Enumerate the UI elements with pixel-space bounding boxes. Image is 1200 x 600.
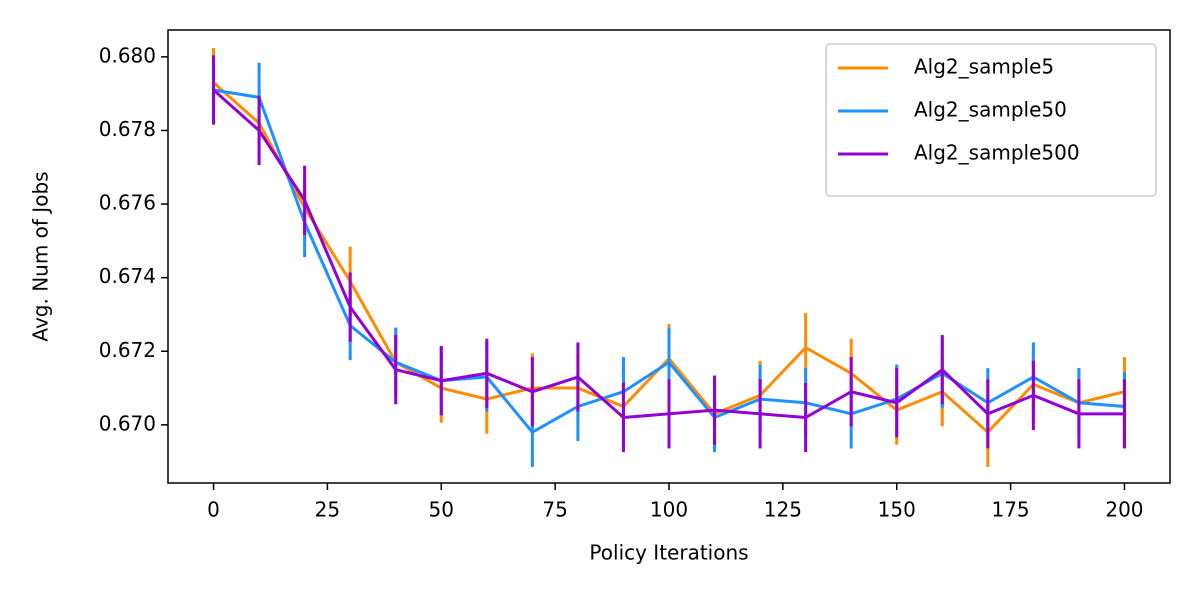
error-bar	[849, 357, 853, 427]
error-bar	[257, 95, 261, 166]
error-bar	[1077, 379, 1081, 449]
x-axis-label: Policy Iterations	[589, 541, 748, 565]
y-tick-label: 0.680	[99, 43, 156, 67]
error-bar	[348, 272, 352, 342]
plot-frame	[167, 29, 1171, 484]
error-bar	[1122, 379, 1126, 449]
y-axis-label: Avg. Num of Jobs	[29, 171, 53, 341]
error-bar	[804, 382, 808, 453]
x-tick-label: 75	[542, 498, 567, 522]
x-tick-label: 125	[764, 498, 802, 522]
y-tick-label: 0.674	[99, 264, 156, 288]
error-bar	[940, 335, 944, 405]
legend-label: Alg2_sample5	[914, 55, 1054, 79]
error-bar	[1031, 360, 1035, 431]
x-tick-label: 0	[207, 498, 220, 522]
error-bar	[667, 379, 671, 449]
x-tick-label: 150	[878, 498, 916, 522]
legend-label: Alg2_sample50	[914, 98, 1067, 122]
x-tick-label: 50	[429, 498, 454, 522]
error-bar	[621, 382, 625, 453]
error-bar	[530, 357, 534, 427]
legend-label: Alg2_sample500	[914, 141, 1080, 165]
legend-box	[825, 43, 1157, 197]
x-tick-label: 25	[315, 498, 340, 522]
error-bar	[439, 346, 443, 416]
error-bar	[986, 379, 990, 449]
x-tick-label: 100	[650, 498, 688, 522]
error-bar	[713, 375, 717, 445]
y-tick-label: 0.676	[99, 191, 156, 215]
error-bar	[212, 55, 216, 125]
x-tick-label: 200	[1105, 498, 1143, 522]
error-bar	[576, 342, 580, 412]
x-tick-label: 175	[991, 498, 1029, 522]
error-bar	[394, 335, 398, 405]
y-tick-label: 0.672	[99, 338, 156, 362]
error-bar	[303, 165, 307, 236]
error-bar	[758, 379, 762, 449]
error-bar	[485, 338, 489, 408]
y-tick-label: 0.678	[99, 117, 156, 141]
error-bar	[895, 368, 899, 438]
y-tick-label: 0.670	[99, 411, 156, 435]
